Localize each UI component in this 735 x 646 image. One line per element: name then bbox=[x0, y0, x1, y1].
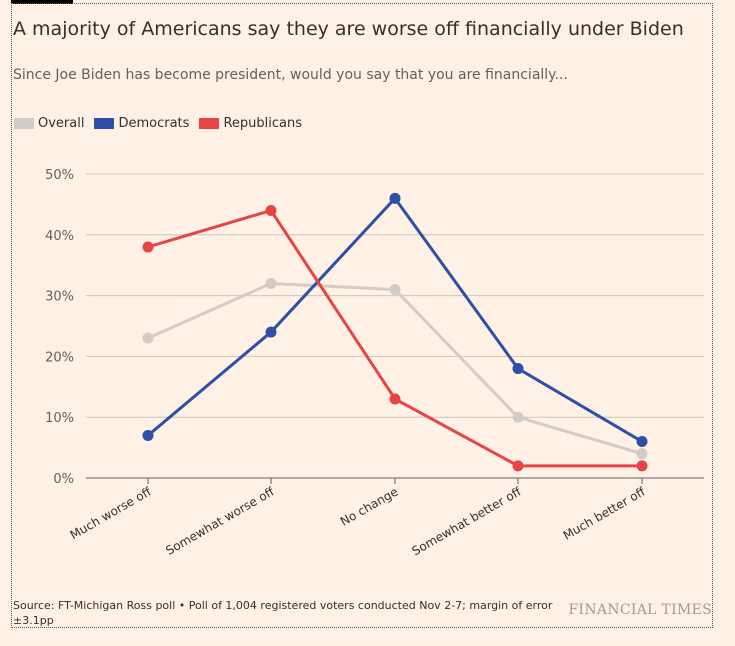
chart-frame bbox=[11, 3, 713, 628]
x-tick-label: Somewhat worse off bbox=[163, 484, 277, 558]
data-point-republicans bbox=[265, 204, 277, 216]
data-point-republicans bbox=[389, 393, 401, 405]
y-tick-label: 0% bbox=[53, 472, 74, 487]
chart-title: A majority of Americans say they are wor… bbox=[13, 18, 684, 40]
legend-label-republicans: Republicans bbox=[223, 116, 302, 131]
series-group bbox=[142, 192, 648, 472]
legend-label-democrats: Democrats bbox=[118, 116, 190, 131]
y-tick-label: 30% bbox=[45, 290, 74, 305]
series-line-republicans bbox=[147, 208, 642, 468]
legend-swatch-overall bbox=[14, 118, 34, 129]
data-point-republicans bbox=[512, 460, 524, 472]
data-point-republicans bbox=[636, 460, 648, 472]
legend-label-overall: Overall bbox=[38, 116, 85, 131]
legend-swatch-republicans bbox=[199, 118, 220, 129]
source-note: Source: FT-Michigan Ross poll • Poll of … bbox=[13, 599, 553, 627]
y-axis-labels: 0% 10% 20% 30% 40% 50% bbox=[45, 168, 74, 487]
legend-item-democrats: Democrats bbox=[94, 116, 189, 131]
data-point-overall bbox=[389, 284, 401, 296]
x-tick-label: Much worse off bbox=[68, 484, 155, 542]
y-tick-label: 40% bbox=[45, 229, 74, 244]
legend-swatch-democrats bbox=[94, 118, 115, 129]
x-tick-label: Much better off bbox=[561, 484, 648, 543]
legend: Overall Democrats Republicans bbox=[14, 116, 302, 131]
data-point-republicans bbox=[142, 241, 154, 253]
x-tick-label: Somewhat better off bbox=[410, 484, 525, 558]
data-point-democrats bbox=[636, 436, 648, 448]
x-axis-labels: Much worse off Somewhat worse off No chang… bbox=[68, 478, 648, 558]
data-point-democrats bbox=[389, 192, 401, 204]
y-tick-label: 10% bbox=[45, 411, 74, 426]
data-point-democrats bbox=[142, 429, 154, 441]
data-point-democrats bbox=[265, 326, 277, 338]
data-point-overall bbox=[636, 448, 648, 460]
ft-brand-logo: FINANCIAL TIMES bbox=[568, 602, 712, 618]
ft-top-bar bbox=[11, 0, 73, 4]
data-point-overall bbox=[142, 332, 154, 344]
y-tick-label: 50% bbox=[45, 168, 74, 183]
legend-item-overall: Overall bbox=[14, 116, 84, 131]
data-point-overall bbox=[265, 277, 277, 289]
data-point-overall bbox=[512, 411, 524, 423]
x-tick-label: No change bbox=[338, 484, 401, 528]
data-point-democrats bbox=[512, 363, 524, 375]
chart-subtitle: Since Joe Biden has become president, wo… bbox=[13, 67, 568, 83]
series-line-overall bbox=[147, 281, 643, 456]
legend-item-republicans: Republicans bbox=[199, 116, 302, 131]
y-tick-label: 20% bbox=[45, 350, 74, 365]
